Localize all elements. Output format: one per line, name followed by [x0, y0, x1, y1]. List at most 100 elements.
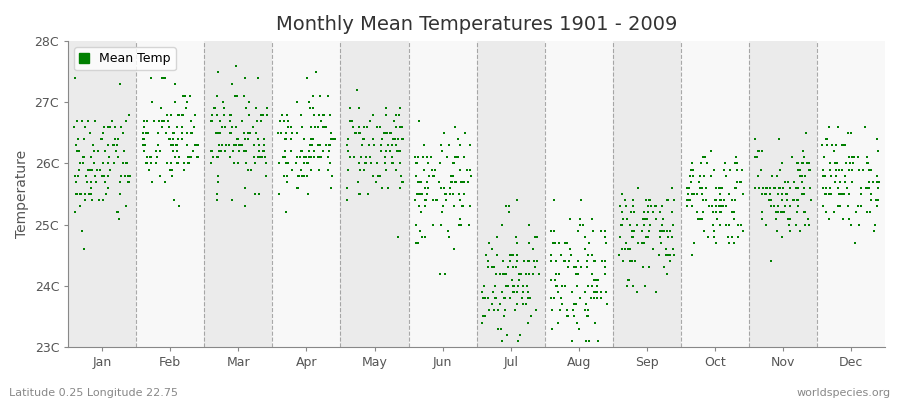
Point	[74, 191, 88, 197]
Point	[68, 172, 82, 179]
Point	[748, 154, 762, 160]
Point	[176, 93, 190, 99]
Point	[787, 179, 801, 185]
Point	[631, 240, 645, 246]
Point	[590, 289, 604, 295]
Point	[617, 246, 632, 252]
Point	[226, 160, 240, 167]
Point	[587, 295, 601, 301]
Point	[734, 222, 748, 228]
Point	[294, 124, 309, 130]
Point	[731, 222, 745, 228]
Point	[654, 228, 669, 234]
Point	[318, 124, 332, 130]
Point	[418, 185, 433, 191]
Point	[434, 142, 448, 148]
Point	[76, 154, 90, 160]
Point	[94, 136, 108, 142]
Point	[572, 295, 587, 301]
Point	[521, 295, 535, 301]
Point	[654, 203, 669, 210]
Point	[357, 124, 372, 130]
Text: worldspecies.org: worldspecies.org	[796, 388, 891, 398]
Point	[175, 130, 189, 136]
Point	[418, 142, 432, 148]
Point	[81, 118, 95, 124]
Point	[142, 166, 157, 173]
Point	[793, 228, 807, 234]
Point	[415, 234, 429, 240]
Point	[775, 209, 789, 216]
Point	[770, 209, 785, 216]
Point	[731, 222, 745, 228]
Point	[223, 111, 238, 118]
Point	[279, 136, 293, 142]
Point	[322, 148, 337, 154]
Text: Latitude 0.25 Longitude 22.75: Latitude 0.25 Longitude 22.75	[9, 388, 178, 398]
Point	[319, 142, 333, 148]
Point	[544, 228, 558, 234]
Point	[316, 148, 330, 154]
Point	[433, 270, 447, 277]
Point	[526, 258, 541, 264]
Point	[230, 93, 244, 99]
Point	[385, 154, 400, 160]
Point	[783, 185, 797, 191]
Point	[205, 118, 220, 124]
Point	[410, 191, 425, 197]
Point	[505, 276, 519, 283]
Point	[704, 172, 718, 179]
Point	[661, 228, 675, 234]
Point	[815, 172, 830, 179]
Point	[114, 124, 129, 130]
Point	[451, 136, 465, 142]
Point	[584, 295, 598, 301]
Point	[96, 124, 111, 130]
Point	[680, 197, 694, 203]
Point	[257, 142, 272, 148]
Point	[656, 215, 670, 222]
Point	[774, 197, 788, 203]
Point	[506, 264, 520, 271]
Point	[273, 118, 287, 124]
Point	[362, 142, 376, 148]
Point	[374, 185, 389, 191]
Point	[615, 222, 629, 228]
Point	[284, 148, 298, 154]
Point	[750, 154, 764, 160]
Point	[296, 160, 310, 167]
Point	[238, 203, 253, 210]
Point	[181, 154, 195, 160]
Point	[724, 197, 739, 203]
Point	[684, 191, 698, 197]
Point	[509, 240, 524, 246]
Point	[185, 148, 200, 154]
Point	[252, 142, 266, 148]
Point	[104, 118, 119, 124]
Point	[600, 301, 615, 307]
Point	[626, 228, 641, 234]
Point	[320, 166, 335, 173]
Point	[238, 148, 253, 154]
Point	[302, 148, 316, 154]
Point	[71, 136, 86, 142]
Point	[680, 185, 695, 191]
Point	[551, 289, 565, 295]
Point	[714, 203, 728, 210]
Point	[570, 319, 584, 326]
Point	[796, 191, 811, 197]
Point	[729, 166, 743, 173]
Point	[762, 191, 777, 197]
Point	[447, 160, 462, 167]
Point	[634, 240, 649, 246]
Point	[491, 307, 506, 314]
Point	[577, 246, 591, 252]
Point	[797, 154, 812, 160]
Point	[190, 142, 204, 148]
Point	[560, 313, 574, 320]
Point	[844, 222, 859, 228]
Point	[716, 203, 730, 210]
Point	[680, 197, 694, 203]
Point	[509, 234, 524, 240]
Point	[291, 172, 305, 179]
